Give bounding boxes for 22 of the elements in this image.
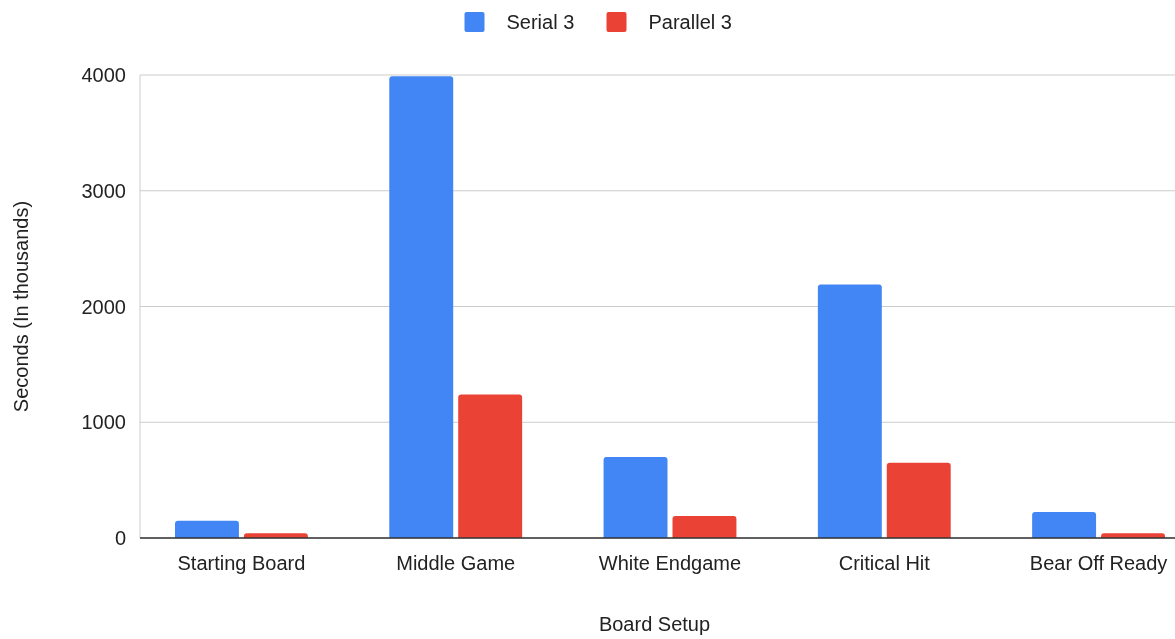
x-tick-label: Bear Off Ready [1029, 552, 1168, 574]
bar [389, 76, 454, 538]
x-tick-label: Starting Board [177, 552, 306, 574]
y-tick-label: 1000 [81, 411, 126, 434]
y-tick-label: 4000 [81, 64, 126, 86]
bar [817, 284, 882, 538]
x-tick-label: White Endgame [598, 552, 742, 574]
bar [458, 394, 523, 538]
bar [175, 520, 239, 538]
x-tick-label: Critical Hit [838, 552, 931, 574]
bar [1032, 511, 1097, 538]
y-axis-title: Seconds (In thousands) [10, 200, 32, 413]
y-tick-label: 0 [114, 527, 126, 549]
x-axis-title: Board Setup [598, 613, 711, 635]
bar [886, 462, 951, 538]
bar [603, 456, 668, 538]
y-tick-label: 2000 [81, 295, 126, 318]
y-tick-label: 3000 [81, 179, 126, 202]
bar [672, 516, 737, 538]
legend-label: Parallel 3 [648, 11, 732, 33]
legend-label: Serial 3 [506, 11, 575, 33]
x-tick-label: Middle Game [396, 552, 516, 574]
